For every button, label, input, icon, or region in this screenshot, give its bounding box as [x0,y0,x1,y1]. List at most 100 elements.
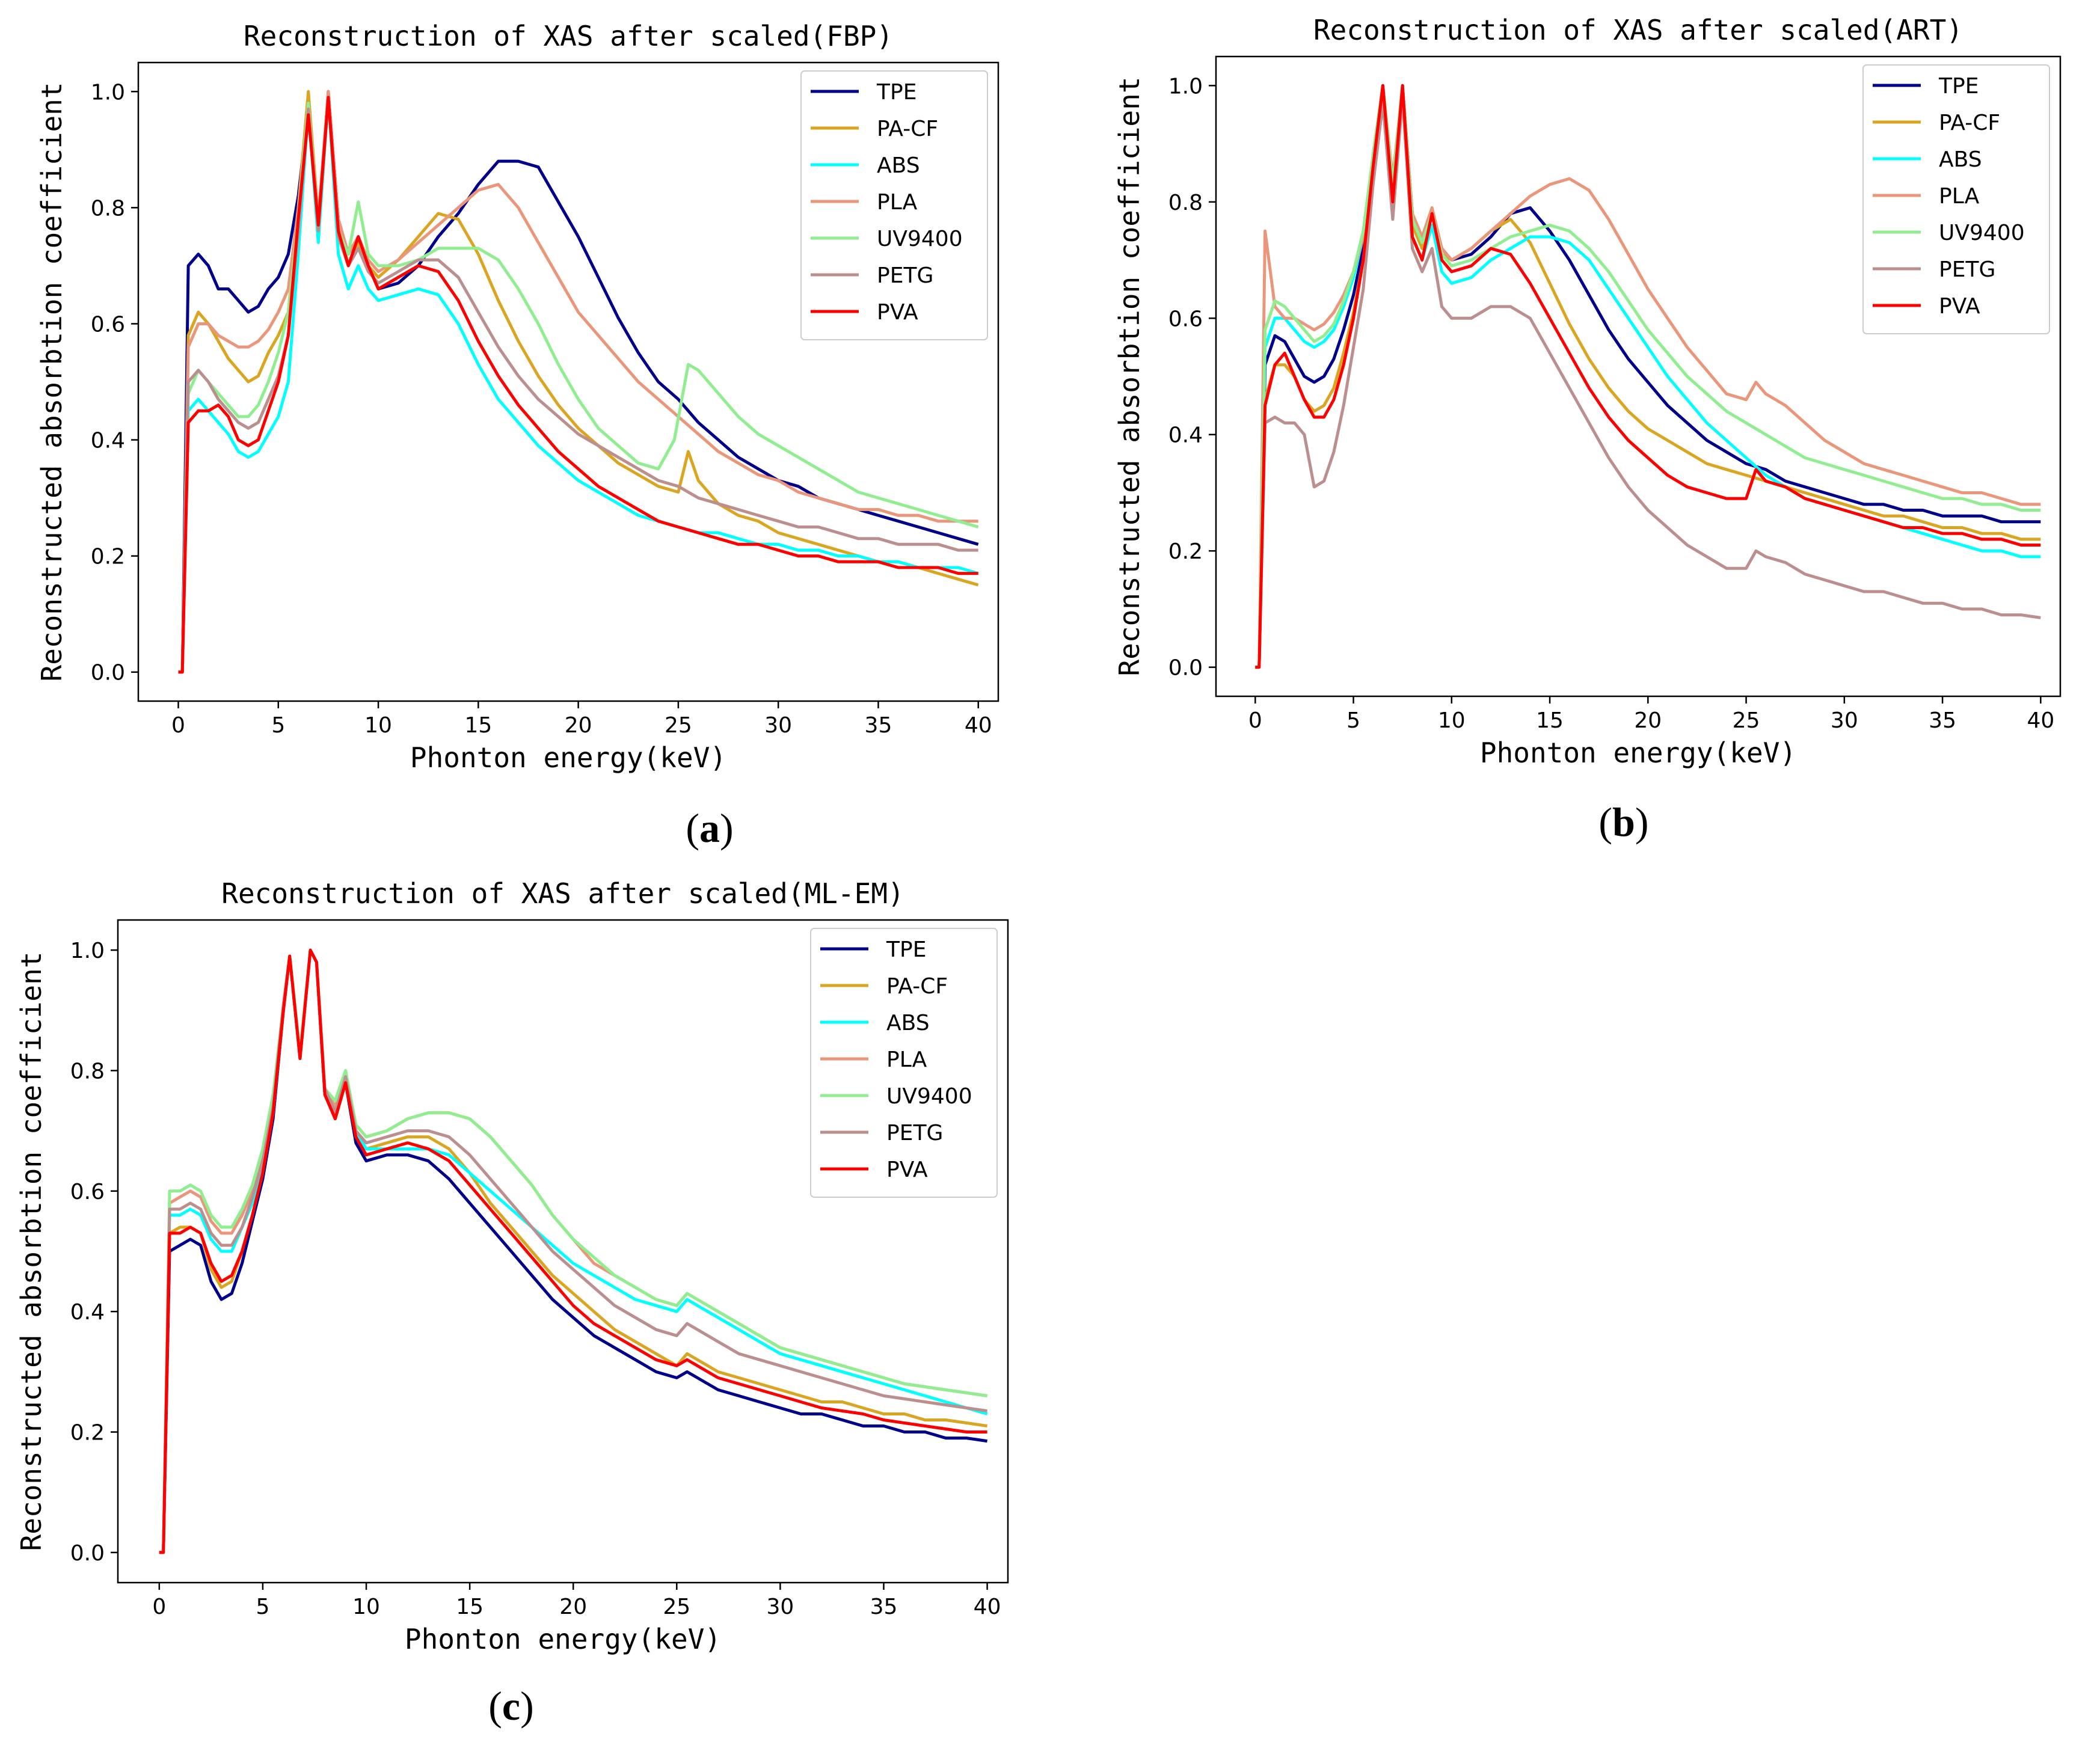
panel-c: Reconstruction of XAS after scaled(ML-EM… [15,877,1009,1729]
legend: TPE PA-CF ABS PLA UV9400 PETG PVA [1862,64,2050,334]
y-tick-label: 0.2 [1168,539,1203,564]
legend-label: PETG [1939,257,1995,282]
x-axis-label: Phonton energy(keV) [1480,737,1796,769]
legend-label: ABS [1939,147,1982,172]
series-line-tpe [1255,84,2041,669]
chart-title: Reconstruction of XAS after scaled(ART) [1313,14,1963,46]
legend-label: PLA [886,1047,927,1072]
x-tick-label: 35 [1929,708,1956,733]
x-tick-label: 15 [456,1595,484,1619]
y-tick-label: 0.8 [91,196,125,221]
x-tick-label: 20 [1634,708,1662,733]
legend-label: TPE [886,937,926,962]
series-group [178,90,979,674]
series-line-pa-cf [1255,90,2041,669]
legend-label: PLA [877,190,918,215]
series-line-petg [178,96,978,674]
x-tick-label: 30 [764,713,792,738]
series-line-abs [178,96,979,674]
y-tick-label: 0.2 [91,545,125,569]
y-axis-label: Reconstructed absorbtion coefficient [35,82,68,682]
legend-label: PA-CF [1939,111,2000,135]
y-tick-label: 0.8 [70,1059,105,1084]
legend-label: PETG [877,263,933,288]
x-tick-label: 5 [256,1595,269,1619]
x-tick-label: 0 [1248,708,1262,733]
x-tick-label: 25 [665,713,692,738]
series-line-pa-cf [178,90,979,674]
y-tick-label: 0.0 [70,1541,105,1566]
legend-box [810,928,998,1198]
legend-box [1862,64,2050,334]
legend-label: PA-CF [886,974,948,999]
series-line-pla [178,90,978,674]
series-line-pva [159,948,987,1554]
panel-a: Reconstruction of XAS after scaled(FBP) 0… [35,20,999,851]
y-tick-label: 0.8 [1168,191,1203,215]
panel-caption: (c) [488,1683,534,1729]
x-tick-label: 15 [464,713,492,738]
x-tick-label: 35 [870,1595,898,1619]
y-tick-label: 0.4 [1168,423,1203,448]
x-tick-label: 30 [766,1595,794,1619]
x-tick-label: 10 [364,713,392,738]
series-line-uv9400 [178,96,979,674]
x-tick-label: 10 [352,1595,380,1619]
x-tick-label: 20 [565,713,592,738]
legend: TPE PA-CF ABS PLA UV9400 PETG PVA [810,928,998,1198]
y-axis-label: Reconstructed absorbtion coefficient [15,952,48,1551]
chart-title: Reconstruction of XAS after scaled(FBP) [244,20,893,52]
y-tick-label: 1.0 [70,939,105,963]
x-tick-label: 25 [1733,708,1760,733]
y-tick-label: 0.6 [1168,307,1203,331]
x-tick-label: 30 [1831,708,1858,733]
y-tick-label: 0.4 [91,429,125,453]
panel-caption: (b) [1598,799,1648,845]
x-tick-label: 20 [559,1595,587,1619]
series-line-pla [1255,84,2041,669]
panel-caption: (a) [686,805,733,851]
x-tick-label: 5 [1346,708,1360,733]
legend-label: UV9400 [1939,221,2025,245]
x-tick-label: 15 [1536,708,1564,733]
y-tick-label: 0.6 [70,1180,105,1204]
y-tick-label: 1.0 [1168,74,1203,99]
x-tick-label: 25 [663,1595,690,1619]
series-line-petg [1255,96,2041,669]
y-tick-label: 0.4 [70,1300,105,1325]
legend-label: PVA [877,300,918,325]
series-group [1255,84,2041,669]
y-tick-label: 0.0 [1168,656,1203,681]
x-tick-label: 35 [865,713,892,738]
legend-box [800,70,988,340]
x-tick-label: 5 [271,713,285,738]
x-tick-label: 40 [2027,708,2054,733]
x-tick-label: 10 [1438,708,1466,733]
y-tick-label: 0.2 [70,1421,105,1446]
legend-label: TPE [876,80,916,105]
x-tick-label: 40 [965,713,992,738]
legend-label: UV9400 [886,1084,972,1109]
y-tick-label: 1.0 [91,80,125,105]
legend-label: TPE [1938,74,1979,99]
legend-label: PLA [1939,184,1980,209]
legend-label: ABS [877,153,920,178]
y-axis-label: Reconstructed absorbtion coefficient [1113,77,1146,676]
series-line-petg [159,948,987,1554]
x-tick-label: 0 [171,713,185,738]
y-tick-label: 0.6 [91,312,125,337]
x-axis-label: Phonton energy(keV) [410,741,726,774]
panel-b: Reconstruction of XAS after scaled(ART) 0… [1113,14,2062,845]
series-line-uv9400 [1255,84,2041,669]
x-tick-label: 0 [152,1595,166,1619]
series-group [159,948,988,1554]
series-line-pva [1255,84,2041,669]
legend-label: UV9400 [877,227,963,251]
legend-label: PA-CF [877,117,938,141]
legend: TPE PA-CF ABS PLA UV9400 PETG PVA [800,70,988,340]
x-axis-label: Phonton energy(keV) [405,1623,721,1655]
y-tick-label: 0.0 [91,661,125,685]
series-line-pva [178,96,978,674]
legend-label: PVA [1939,294,1980,319]
